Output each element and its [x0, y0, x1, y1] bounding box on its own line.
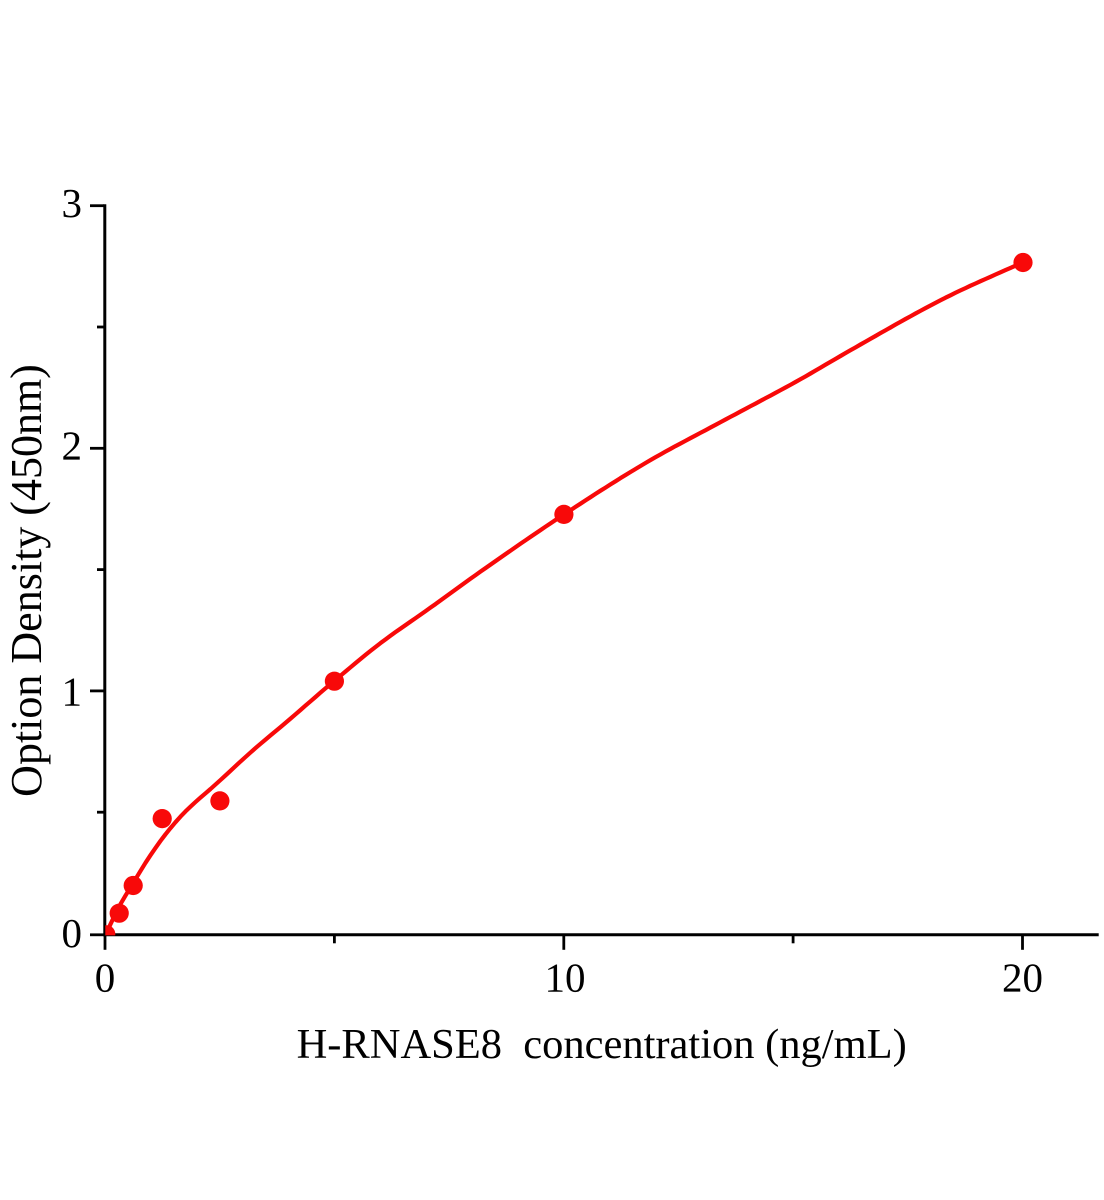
svg-text:2: 2 [62, 423, 83, 469]
svg-text:0: 0 [62, 910, 83, 956]
svg-text:Option Density (450nm): Option Density (450nm) [2, 364, 51, 797]
svg-text:H-RNASE8 concentration (ng/mL: H-RNASE8 concentration (ng/mL) [297, 1021, 907, 1068]
svg-text:10: 10 [545, 954, 586, 1000]
svg-text:3: 3 [62, 180, 83, 226]
svg-text:0: 0 [95, 954, 116, 1000]
svg-text:20: 20 [1002, 954, 1043, 1000]
svg-text:1: 1 [62, 668, 83, 714]
